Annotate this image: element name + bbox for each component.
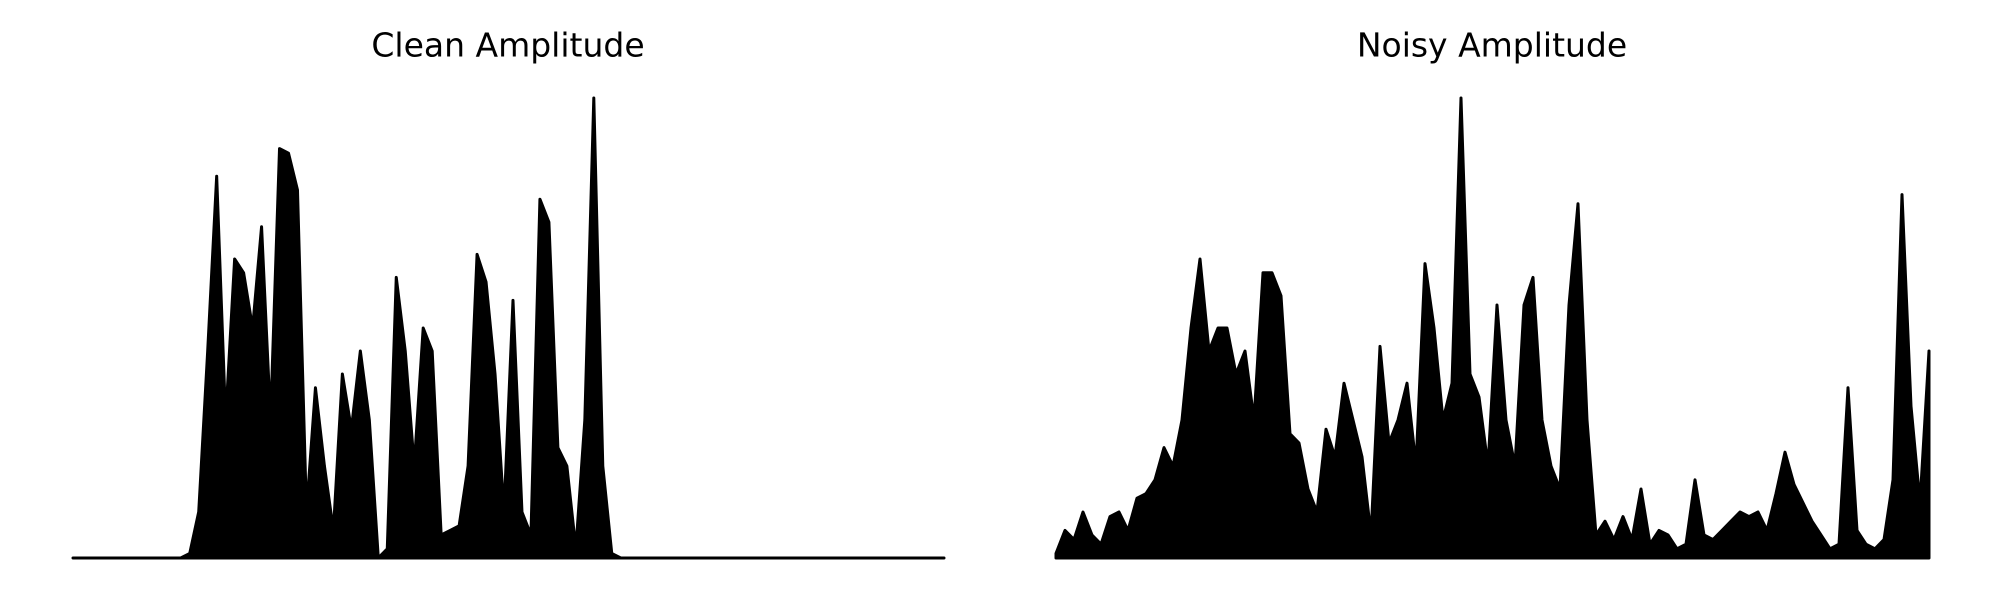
amplitude-area (1054, 96, 1931, 560)
amplitude-area (71, 96, 946, 560)
panel-title: Clean Amplitude (371, 26, 644, 65)
panel-title: Noisy Amplitude (1357, 26, 1627, 65)
